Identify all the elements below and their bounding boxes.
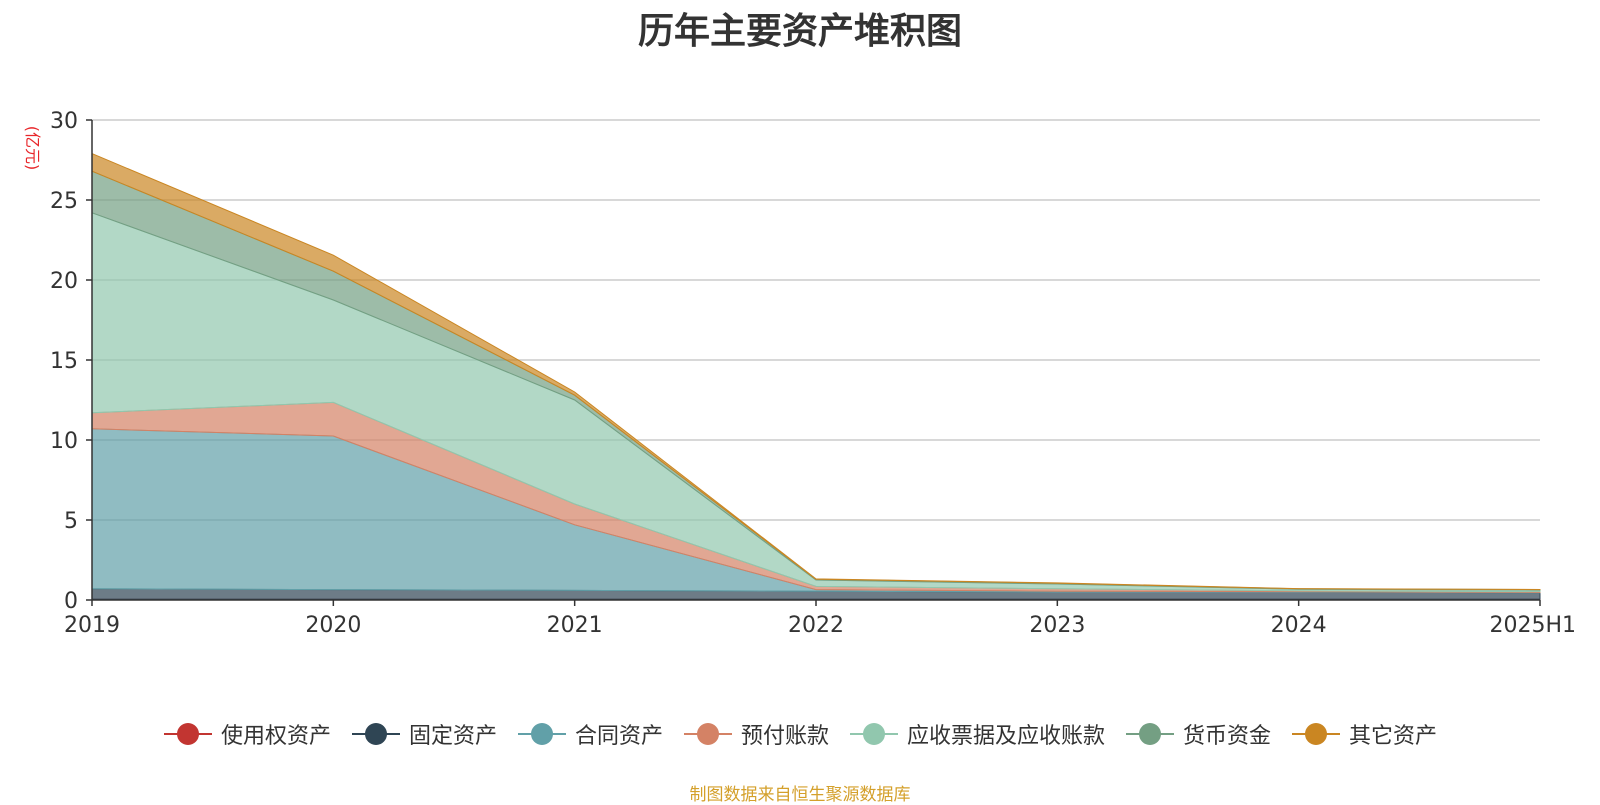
legend-item[interactable]: 应收票据及应收账款 (849, 718, 1105, 750)
legend-item[interactable]: 货币资金 (1125, 718, 1271, 750)
y-tick-label: 15 (50, 349, 78, 374)
x-tick-label: 2024 (1271, 613, 1327, 638)
legend-label: 货币资金 (1183, 724, 1272, 749)
y-tick-label: 0 (64, 589, 78, 614)
series-area (91, 152, 1541, 591)
x-tick-label: 2021 (547, 613, 603, 638)
x-tick-label: 2019 (64, 613, 120, 638)
legend-item[interactable]: 固定资产 (351, 718, 497, 750)
y-axis-unit-label: (亿元) (23, 126, 42, 171)
series-areas (91, 152, 1541, 601)
chart-title: 历年主要资产堆积图 (637, 11, 962, 52)
x-tick-label: 2025H1 (1489, 613, 1576, 638)
legend-marker-icon (683, 723, 732, 745)
legend-marker-icon (351, 723, 400, 745)
y-tick-label: 20 (50, 269, 78, 294)
legend-item[interactable]: 其它资产 (1291, 718, 1437, 750)
axes: 0 5 10 15 20 25 30 2019 2020 2021 2022 2023 2024 2025… (50, 109, 1576, 638)
legend-marker-icon (517, 723, 566, 745)
y-tick-label: 30 (50, 109, 78, 134)
x-tick-label: 2023 (1029, 613, 1085, 638)
y-tick-label: 25 (50, 189, 78, 214)
legend-label: 其它资产 (1349, 724, 1438, 749)
legend-marker-icon (1126, 723, 1175, 745)
legend-marker-icon (1292, 723, 1341, 745)
y-tick-label: 10 (50, 429, 78, 454)
legend-label: 使用权资产 (220, 724, 331, 749)
legend-item[interactable]: 合同资产 (517, 718, 663, 750)
legend-label: 固定资产 (408, 724, 497, 749)
y-tick-label: 5 (64, 509, 78, 534)
x-tick-label: 2022 (788, 613, 844, 638)
source-note: 制图数据来自恒生聚源数据库 (689, 785, 911, 805)
legend-item[interactable]: 使用权资产 (163, 718, 331, 750)
x-tick-label: 2020 (305, 613, 361, 638)
series-area (91, 428, 1541, 594)
legend-label: 合同资产 (574, 724, 663, 749)
legend-marker-icon (163, 723, 212, 745)
legend-item[interactable]: 预付账款 (683, 718, 829, 750)
legend-label: 预付账款 (740, 724, 829, 749)
legend-label: 应收票据及应收账款 (907, 724, 1106, 749)
legend-marker-icon (850, 723, 898, 745)
chart-legend: 使用权资产 固定资产 合同资产 预付账款 应收票据及应收账款 货币资金 其它资产 (0, 718, 1600, 750)
